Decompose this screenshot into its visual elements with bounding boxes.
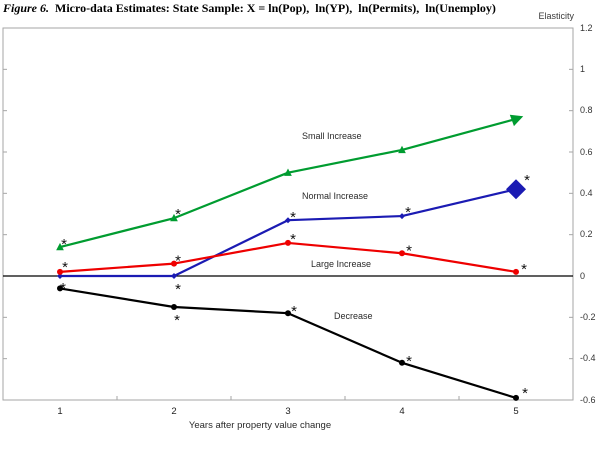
significance-asterisk-large-increase: * [521,261,527,278]
series-label-decrease: Decrease [334,311,373,321]
series-line-large-increase [59,241,517,273]
significance-asterisk-decrease: * [174,312,180,329]
marker-arrowhead-small-increase [509,114,524,127]
significance-asterisk-small-increase: * [175,206,181,223]
marker-circle-decrease [399,359,405,366]
marker-circle-large-increase [285,239,291,246]
marker-circle-decrease [171,304,177,310]
y-axis-tick-label: -0.6 [580,394,596,405]
series-label-large-increase: Large Increase [311,259,372,269]
y-axis-tick-label: 1.2 [580,22,593,33]
y-axis-tick-label: -0.2 [580,311,596,322]
marker-circle-decrease [285,310,291,317]
y-axis-tick-label: 1 [580,63,586,74]
figure-number: Figure 6. [3,1,50,15]
significance-asterisk-normal-increase: * [290,209,296,226]
y-axis-tick-label: 0.6 [580,146,593,157]
series-label-small-increase: Small Increase [302,131,362,141]
marker-circle-decrease [513,394,519,401]
x-axis-tick-label: 3 [285,406,291,417]
plot-border [2,27,574,401]
y-axis-tick-label: -0.4 [580,353,596,364]
figure-title: Figure 6. Micro-data Estimates: State Sa… [3,1,496,16]
x-axis-tick-label: 2 [171,406,177,417]
marker-circle-large-increase [171,260,177,267]
marker-triangle-small-increase [56,242,64,251]
series-label-normal-increase: Normal Increase [302,191,369,201]
x-axis-title: Years after property value change [188,420,332,431]
marker-triangle-small-increase [398,145,406,154]
marker-diamond-normal-increase [399,213,405,220]
significance-asterisk-normal-increase: * [524,172,530,189]
significance-asterisk-decrease: * [406,353,412,370]
series-line-small-increase [59,117,517,249]
y-axis-tick-label: 0.4 [580,187,593,198]
marker-triangle-small-increase [284,168,292,176]
marker-diamond-normal-increase [57,273,63,279]
figure-note: Note. Large figures signify that the poi… [2,449,503,473]
y-axis-title: Elasticity [538,11,574,21]
y-axis-tick-label: 0 [580,270,586,281]
significance-asterisk-decrease: * [291,303,297,320]
marker-diamond-normal-increase [506,179,526,200]
marker-circle-large-increase [57,268,63,275]
marker-diamond-normal-increase [171,273,177,279]
significance-asterisk-large-increase: * [406,242,412,259]
significance-asterisk-large-increase: * [290,231,296,248]
significance-asterisk-normal-increase: * [175,281,181,298]
x-axis-tick-label: 5 [513,406,519,417]
marker-circle-large-increase [513,268,519,275]
figure-title-text: Micro-data Estimates: State Sample: X = … [49,1,496,15]
significance-asterisk-normal-increase: * [405,204,411,221]
y-axis-tick-label: 0.8 [580,105,593,116]
x-axis-tick-label: 4 [399,406,405,417]
significance-asterisk-large-increase: * [62,259,68,276]
series-line-decrease [59,287,517,399]
marker-diamond-normal-increase [285,217,291,224]
marker-circle-decrease [57,285,63,292]
marker-circle-large-increase [399,250,405,257]
x-axis-tick-label: 1 [57,406,63,417]
series-line-normal-increase [60,188,517,278]
marker-triangle-small-increase [170,213,178,222]
significance-asterisk-large-increase: * [175,253,181,270]
significance-asterisk-small-increase: * [61,236,67,253]
significance-asterisk-decrease: * [522,385,528,402]
y-axis-tick-label: 0.2 [580,229,593,240]
